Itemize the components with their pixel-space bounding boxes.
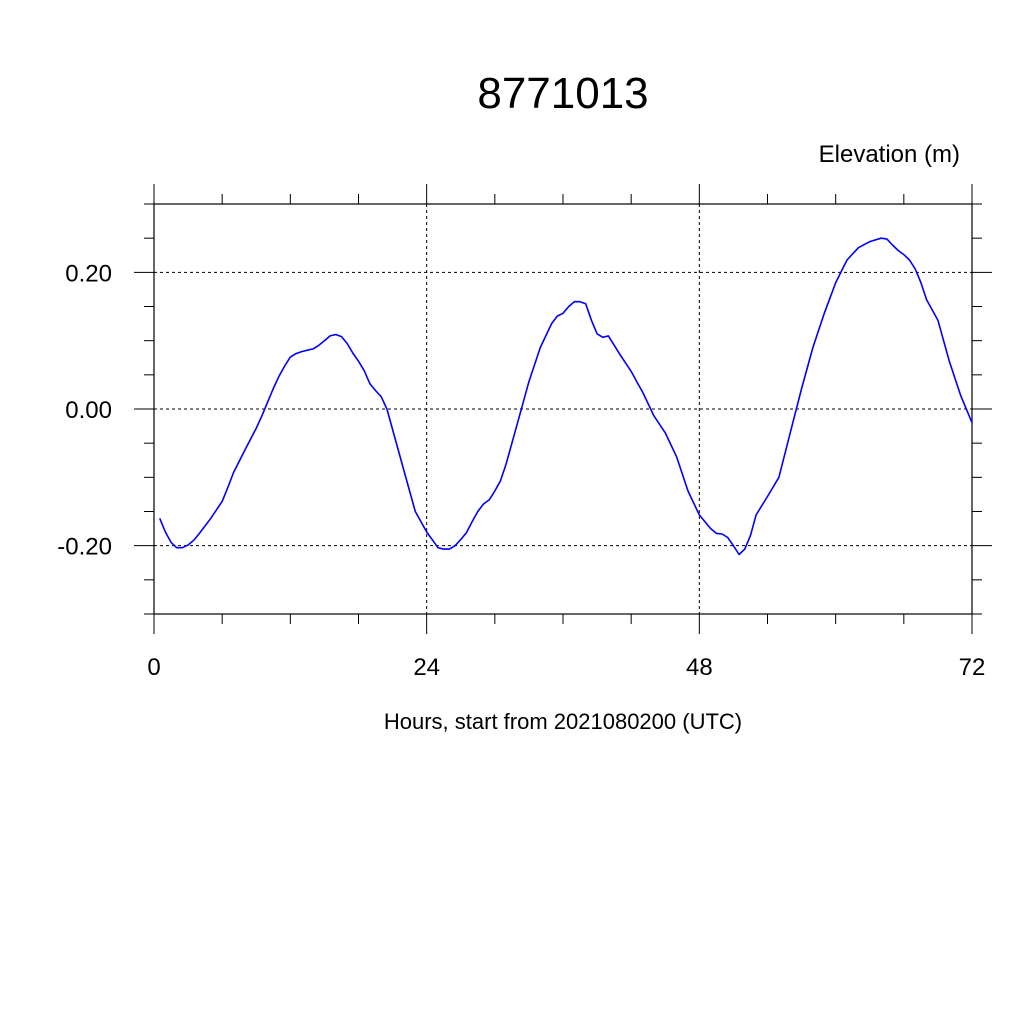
x-tick-label: 24 xyxy=(413,654,440,681)
x-axis-label: Hours, start from 2021080200 (UTC) xyxy=(384,709,742,734)
x-tick-label: 72 xyxy=(959,654,986,681)
plot-frame xyxy=(153,203,973,615)
y-tick-label: 0.20 xyxy=(65,260,112,287)
elevation-series-line xyxy=(158,237,973,556)
major-ticks xyxy=(134,184,992,634)
x-tick-label: 0 xyxy=(147,654,160,681)
x-tick-labels: 0 24 48 72 xyxy=(147,654,985,681)
y-tick-label: 0.00 xyxy=(65,397,112,424)
minor-ticks xyxy=(144,194,982,624)
y-tick-labels: -0.20 0.00 0.20 xyxy=(57,260,112,560)
chart-title: 8771013 xyxy=(477,69,648,118)
series-layer xyxy=(158,237,973,556)
y-axis-unit-label: Elevation (m) xyxy=(819,141,960,168)
grid-lines xyxy=(154,204,972,614)
y-tick-label: -0.20 xyxy=(57,534,112,561)
x-tick-label: 48 xyxy=(686,654,713,681)
